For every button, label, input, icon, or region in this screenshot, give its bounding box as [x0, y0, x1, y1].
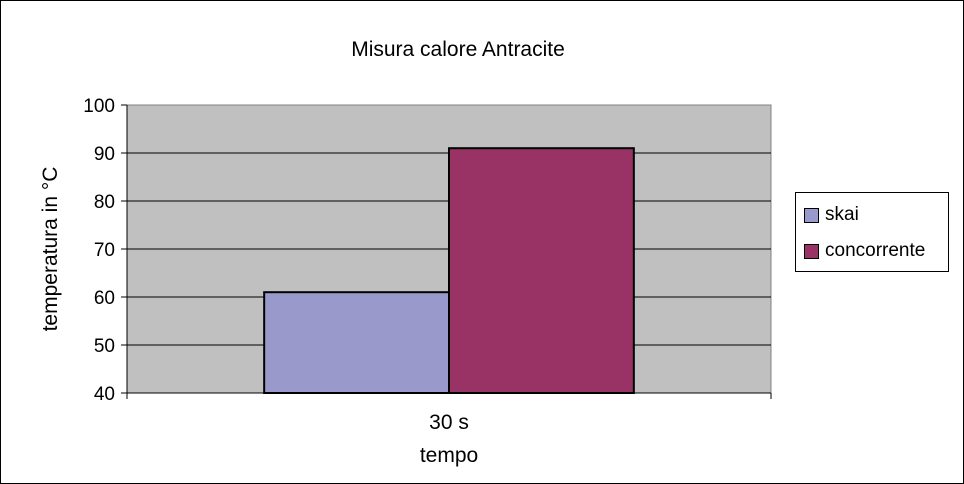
y-tick-label: 80	[94, 192, 115, 213]
y-tick-label: 100	[83, 96, 115, 117]
bar-skai	[263, 291, 450, 395]
x-axis-label: tempo	[420, 444, 478, 467]
axes: 40 50 60 70 80 90 100 30 s	[83, 96, 772, 434]
legend-label-skai: skai	[825, 204, 859, 225]
legend-swatch-skai	[804, 207, 819, 223]
y-tick-label: 90	[94, 144, 115, 165]
y-tick-label: 40	[94, 384, 115, 405]
y-tick-label: 70	[94, 240, 115, 261]
chart-title: Misura calore Antracite	[351, 38, 565, 61]
bar-concorrente	[448, 147, 635, 394]
legend-swatch-concorrente	[804, 243, 819, 259]
legend-item-skai: skai	[804, 204, 859, 226]
x-tick-label: 30 s	[429, 411, 469, 434]
bars	[263, 147, 635, 395]
legend: skai concorrente	[795, 192, 949, 272]
y-tick-label: 50	[94, 336, 115, 357]
y-tick-label: 60	[94, 288, 115, 309]
legend-label-concorrente: concorrente	[825, 240, 926, 261]
y-axis-label: temperatura in °C	[39, 167, 62, 332]
legend-item-concorrente: concorrente	[804, 240, 925, 262]
